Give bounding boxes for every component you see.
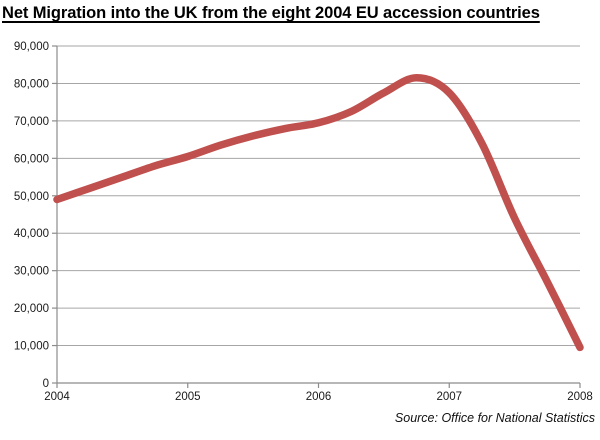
y-axis-tick-label: 90,000 bbox=[14, 41, 49, 53]
y-axis-tick-label: 40,000 bbox=[14, 228, 49, 240]
migration-line-series bbox=[53, 74, 584, 352]
x-axis-tick-label: 2006 bbox=[306, 391, 332, 403]
x-axis-tick-label: 2008 bbox=[567, 391, 593, 403]
y-axis-tick-label: 80,000 bbox=[14, 78, 49, 90]
y-axis-tick-label: 10,000 bbox=[14, 341, 49, 353]
y-axis-tick-label: 50,000 bbox=[14, 191, 49, 203]
y-axis-tick-label: 0 bbox=[43, 378, 49, 390]
source-caption: Source: Office for National Statistics bbox=[394, 411, 595, 425]
y-axis-tick-label: 60,000 bbox=[14, 153, 49, 165]
y-axis-tick-label: 20,000 bbox=[14, 303, 49, 315]
x-axis-tick-label: 2007 bbox=[436, 391, 462, 403]
y-axis-tick-label: 70,000 bbox=[14, 116, 49, 128]
y-axis-tick-label: 30,000 bbox=[14, 266, 49, 278]
x-axis-tick-label: 2005 bbox=[175, 391, 201, 403]
chart-title: Net Migration into the UK from the eight… bbox=[2, 4, 540, 22]
x-axis-tick-label: 2004 bbox=[44, 391, 70, 403]
